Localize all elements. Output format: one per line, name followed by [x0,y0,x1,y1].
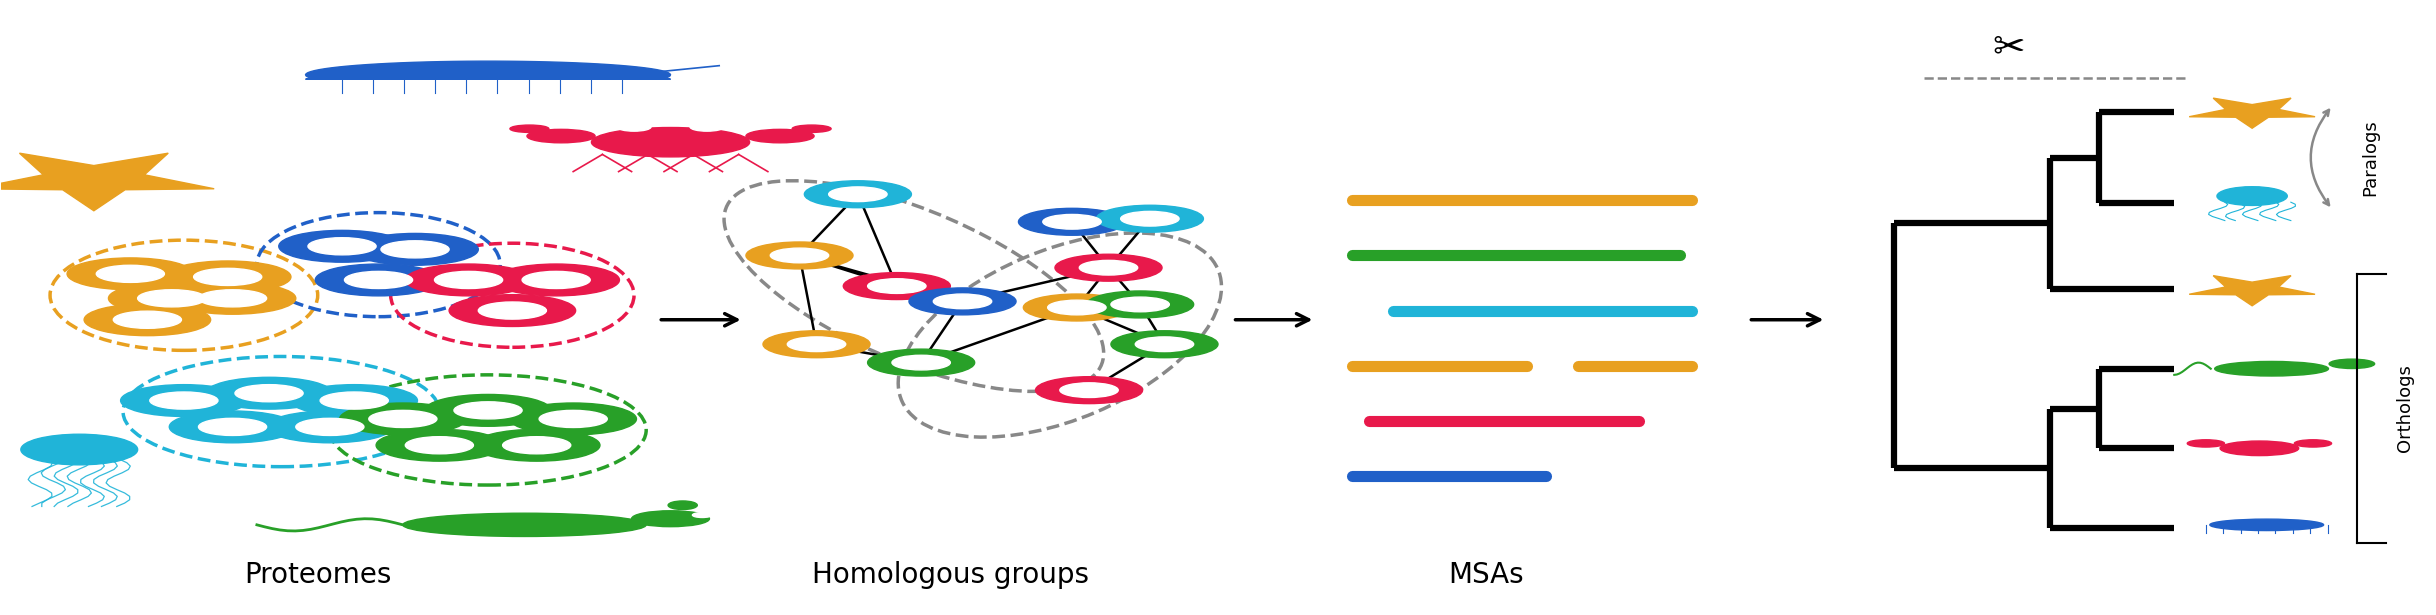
Ellipse shape [592,127,750,157]
Circle shape [68,258,192,290]
Circle shape [404,264,531,296]
Circle shape [745,242,853,269]
Circle shape [448,295,575,327]
Circle shape [616,122,650,131]
Ellipse shape [509,125,548,132]
Circle shape [351,234,477,265]
Ellipse shape [667,501,697,510]
Circle shape [692,512,711,517]
Bar [1839,32,2434,614]
Circle shape [266,411,392,443]
Circle shape [85,304,209,336]
Circle shape [933,294,991,309]
Text: MSAs: MSAs [1447,561,1522,589]
Circle shape [380,240,448,258]
Circle shape [114,311,180,328]
Circle shape [375,429,502,461]
Circle shape [97,265,163,282]
Circle shape [867,279,926,293]
Circle shape [368,410,436,427]
Circle shape [1086,291,1194,318]
Circle shape [192,268,261,285]
Circle shape [163,261,290,293]
Circle shape [689,122,723,131]
Circle shape [295,418,363,435]
Ellipse shape [402,513,646,536]
Ellipse shape [2219,441,2300,456]
Ellipse shape [2188,440,2224,447]
Circle shape [1121,212,1179,226]
Circle shape [1023,294,1130,321]
Circle shape [867,349,974,376]
Text: Proteomes: Proteomes [244,561,392,589]
Text: Orthologs: Orthologs [2395,365,2414,453]
Ellipse shape [2217,187,2287,205]
Circle shape [1047,300,1106,315]
Circle shape [492,264,619,296]
Circle shape [314,264,441,296]
Circle shape [307,238,375,255]
Circle shape [1055,254,1162,281]
Circle shape [168,411,295,443]
Circle shape [828,187,887,202]
Circle shape [1043,215,1101,229]
Circle shape [453,402,521,419]
Circle shape [521,271,590,288]
Circle shape [197,418,266,435]
Circle shape [139,290,205,307]
Polygon shape [2190,276,2314,306]
Circle shape [1135,337,1194,352]
Circle shape [168,282,295,314]
Text: Homologous groups: Homologous groups [811,561,1089,589]
Ellipse shape [2329,359,2375,368]
Text: Paralogs: Paralogs [2360,119,2380,196]
Circle shape [1018,208,1125,236]
Circle shape [151,392,217,409]
Circle shape [509,403,636,435]
Circle shape [843,272,950,300]
Circle shape [1060,383,1118,397]
Circle shape [473,429,599,461]
Circle shape [762,331,870,358]
Circle shape [1035,376,1142,403]
Circle shape [424,394,551,426]
Circle shape [477,302,546,319]
Circle shape [234,384,302,402]
Circle shape [434,271,502,288]
Circle shape [502,437,570,454]
Circle shape [339,403,465,435]
Ellipse shape [631,511,709,526]
Ellipse shape [2214,362,2329,376]
Circle shape [1096,205,1203,232]
Circle shape [1079,260,1138,275]
Circle shape [205,377,331,409]
Ellipse shape [792,125,831,132]
Circle shape [787,337,845,352]
Ellipse shape [526,129,594,143]
Circle shape [110,282,234,314]
Circle shape [892,355,950,370]
Ellipse shape [2295,440,2331,447]
Text: Gene trees: Gene trees [2005,561,2158,589]
Circle shape [404,437,473,454]
Circle shape [319,392,387,409]
Text: ✂: ✂ [1993,28,2024,66]
Ellipse shape [22,434,139,465]
Circle shape [278,231,404,262]
Circle shape [290,384,417,416]
Circle shape [770,248,828,263]
Ellipse shape [745,129,814,143]
Circle shape [1111,297,1169,312]
Circle shape [122,384,246,416]
Circle shape [804,181,911,208]
Ellipse shape [2209,519,2324,531]
Circle shape [343,271,412,288]
Polygon shape [0,153,214,211]
Circle shape [1111,331,1218,358]
Circle shape [197,290,266,307]
Polygon shape [304,61,670,79]
Polygon shape [2190,98,2314,129]
Circle shape [909,288,1016,315]
Circle shape [538,410,607,427]
